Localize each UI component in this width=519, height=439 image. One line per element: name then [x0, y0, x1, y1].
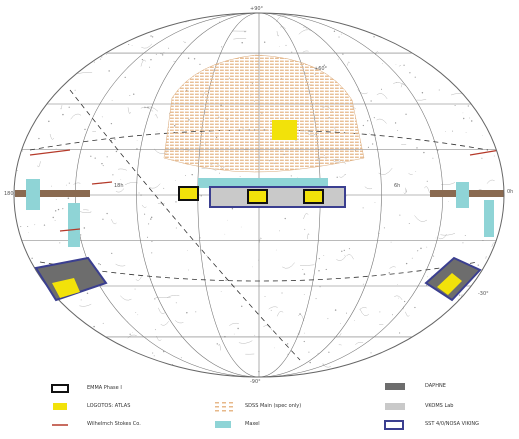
legend-symbol-navy-box: [384, 420, 404, 430]
cyan-strip-left-1: [26, 179, 40, 210]
sdss-core-yellow: [272, 120, 297, 140]
navy-equator-box: [209, 186, 346, 208]
legend-label-navy: SST 4/0/NOSA VIKING: [425, 421, 479, 427]
legend-symbol-lightgray: [385, 403, 405, 410]
legend-label-emma: EMMA Phase I: [87, 385, 122, 391]
left-equator-strip: [15, 190, 90, 197]
legend-label-red: Wilhelmch Stokes Co.: [87, 421, 141, 427]
legend-symbol-orange-dots: [215, 402, 233, 412]
legend-symbol-black-box: [51, 384, 69, 393]
axis-label-left: 180: [4, 191, 14, 197]
legend-label-cyan: Maxel: [245, 421, 260, 427]
legend-label-darkgray: DAPHNE: [425, 383, 446, 389]
axis-label-right-lower: -30°: [478, 291, 489, 297]
cyan-strip-left-2: [68, 203, 80, 247]
south-patch-right-yellow: [437, 273, 462, 295]
legend-symbol-darkgray: [385, 383, 405, 390]
axis-label-bottom: -90°: [250, 379, 261, 385]
legend: [51, 383, 405, 430]
legend-label-yellow: LOGOTOS: ATLAS: [87, 403, 131, 409]
cyan-block-center: [198, 178, 328, 188]
emma-box-1: [178, 186, 199, 201]
legend-label-lightgray: VKOMS Lab: [425, 403, 454, 409]
axis-label-left-mid: 18h: [114, 183, 124, 189]
axis-label-right-mid: 6h: [394, 183, 401, 189]
cyan-strip-right-2: [484, 200, 494, 237]
emma-box-2: [247, 189, 268, 204]
sdss-footprint: [163, 54, 365, 173]
axis-label-upper-right: +60°: [314, 66, 328, 72]
legend-symbol-yellow: [53, 403, 67, 410]
sky-outline: [13, 12, 505, 378]
legend-label-sdss: SDSS Main (spec only): [245, 403, 302, 409]
cyan-strip-right-1: [456, 182, 469, 208]
axis-label-top: +90°: [250, 6, 264, 12]
axis-label-right: 0h: [507, 189, 514, 195]
dashed-curves: [29, 89, 489, 361]
emma-box-3: [303, 189, 324, 204]
legend-symbol-cyan: [215, 421, 231, 428]
south-patch-left-yellow: [52, 278, 80, 298]
